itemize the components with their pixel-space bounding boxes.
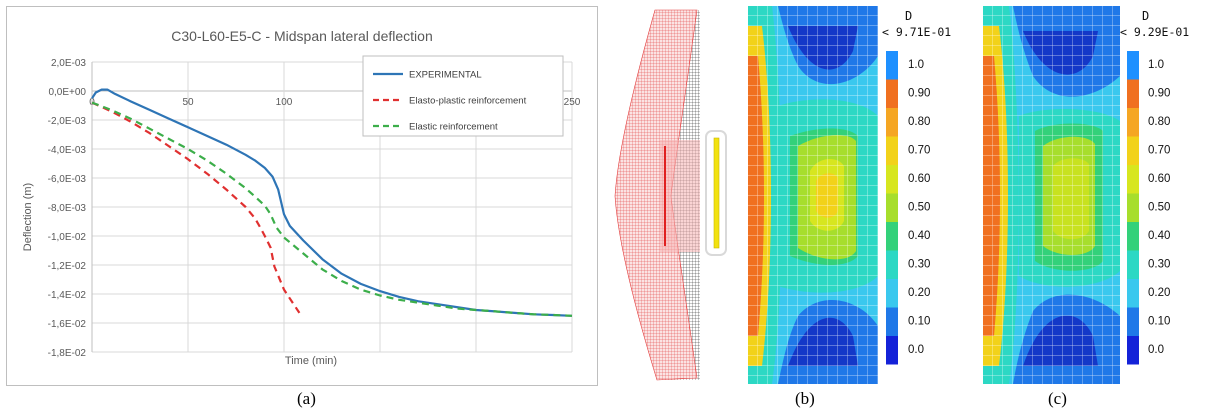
colorbar-level-label: 1.0 bbox=[1148, 59, 1164, 71]
colorbar-swatch bbox=[886, 250, 898, 279]
colorbar-level-label: 0.50 bbox=[1148, 202, 1170, 214]
colorbar-swatch bbox=[886, 165, 898, 194]
deflection-chart: C30-L60-E5-C - Midspan lateral deflectio… bbox=[22, 28, 581, 367]
colorbar-level-label: 0.90 bbox=[1148, 88, 1170, 100]
colorbar-swatch bbox=[1127, 222, 1139, 251]
x-tick-label: 50 bbox=[182, 97, 194, 108]
panel-label-b: (b) bbox=[795, 389, 815, 408]
contour-grid bbox=[748, 6, 878, 384]
y-tick-label: 2,0E-03 bbox=[51, 58, 86, 69]
colorbar-b-labels: 1.0 0.90 0.80 0.70 0.60 0.50 0.40 0.30 0.20 0.10 0… bbox=[908, 59, 930, 356]
series-line bbox=[91, 101, 573, 317]
y-tick-label: -8,0E-03 bbox=[48, 203, 87, 214]
colorbar-level-label: 0.80 bbox=[1148, 116, 1170, 128]
colorbar-swatch bbox=[886, 108, 898, 137]
colorbar-swatch bbox=[1127, 108, 1139, 137]
series-group bbox=[91, 88, 573, 317]
colorbar-b-max: < 9.71E-01 bbox=[882, 25, 951, 39]
colorbar-swatch bbox=[1127, 136, 1139, 165]
colorbar-level-label: 0.90 bbox=[908, 88, 930, 100]
y-tick-label: -2,0E-03 bbox=[48, 116, 87, 127]
colorbar-c-header: D bbox=[1142, 9, 1149, 23]
series-line bbox=[91, 101, 301, 314]
colorbar-swatch bbox=[1127, 336, 1139, 365]
colorbar-swatch bbox=[886, 336, 898, 365]
contour-grid bbox=[983, 6, 1120, 384]
y-axis-label: Deflection (m) bbox=[22, 183, 34, 251]
damage-contour-c bbox=[983, 6, 1120, 384]
y-tick-label: -6,0E-03 bbox=[48, 174, 87, 185]
legend-entry: EXPERIMENTAL bbox=[409, 70, 482, 81]
y-tick-label: -1,4E-02 bbox=[48, 290, 87, 301]
colorbar-swatch bbox=[1127, 165, 1139, 194]
colorbar-swatch bbox=[1127, 250, 1139, 279]
colorbar-swatch bbox=[886, 193, 898, 222]
colorbar-level-label: 0.20 bbox=[908, 287, 930, 299]
fe-mesh-figure bbox=[614, 9, 700, 381]
colorbar-level-label: 0.30 bbox=[908, 259, 930, 271]
panel-label-a: (a) bbox=[297, 389, 316, 408]
y-tick-label: -1,6E-02 bbox=[48, 319, 87, 330]
x-tick-label: 250 bbox=[564, 97, 581, 108]
colorbar-swatch bbox=[886, 279, 898, 308]
x-tick-label: 100 bbox=[276, 97, 293, 108]
colorbar-swatch bbox=[886, 222, 898, 251]
colorbar-swatch bbox=[886, 307, 898, 336]
legend-entry: Elasto-plastic reinforcement bbox=[409, 96, 527, 107]
colorbar-swatch bbox=[1127, 279, 1139, 308]
colorbar-swatch bbox=[1127, 51, 1139, 80]
colorbar-c-max: < 9.29E-01 bbox=[1120, 25, 1189, 39]
colorbar-c-labels: 1.0 0.90 0.80 0.70 0.60 0.50 0.40 0.30 0.20 0.10 0… bbox=[1148, 59, 1170, 356]
colorbar-swatch bbox=[1127, 307, 1139, 336]
colorbar-b-header: D bbox=[905, 9, 912, 23]
colorbar-level-label: 0.40 bbox=[908, 230, 930, 242]
colorbar-level-label: 0.20 bbox=[1148, 287, 1170, 299]
legend-box bbox=[362, 55, 564, 137]
reinforcement-bar bbox=[713, 137, 720, 249]
y-tick-label: 0,0E+00 bbox=[48, 87, 86, 98]
colorbar-level-label: 0.10 bbox=[1148, 316, 1170, 328]
colorbar-level-label: 0.0 bbox=[1148, 344, 1164, 356]
damage-contour-b bbox=[748, 6, 878, 384]
legend: EXPERIMENTAL Elasto-plastic reinforcement… bbox=[362, 55, 564, 137]
colorbar-level-label: 0.30 bbox=[1148, 259, 1170, 271]
colorbar-level-label: 0.60 bbox=[908, 173, 930, 185]
colorbar-b: D < 9.71E-01 1.0 0.90 0.80 0.70 0.60 0.50 0.40… bbox=[882, 9, 951, 365]
colorbar-level-label: 1.0 bbox=[908, 59, 924, 71]
colorbar-level-label: 0.50 bbox=[908, 202, 930, 214]
colorbar-level-label: 0.60 bbox=[1148, 173, 1170, 185]
chart-title: C30-L60-E5-C - Midspan lateral deflectio… bbox=[171, 28, 432, 44]
legend-entry: Elastic reinforcement bbox=[409, 122, 498, 133]
reinforcement-bar-figure bbox=[705, 130, 727, 256]
y-tick-label: -1,8E-02 bbox=[48, 348, 87, 359]
colorbar-swatch bbox=[1127, 193, 1139, 222]
colorbar-level-label: 0.80 bbox=[908, 116, 930, 128]
colorbar-swatch bbox=[886, 136, 898, 165]
colorbar-level-label: 0.40 bbox=[1148, 230, 1170, 242]
y-tick-label: -1,0E-02 bbox=[48, 232, 87, 243]
x-axis-label: Time (min) bbox=[285, 355, 337, 367]
colorbar-swatch bbox=[886, 79, 898, 108]
y-tick-label: -4,0E-03 bbox=[48, 145, 87, 156]
colorbar-level-label: 0.10 bbox=[908, 316, 930, 328]
colorbar-c-swatches bbox=[1127, 51, 1139, 365]
y-tick-label: -1,2E-02 bbox=[48, 261, 87, 272]
colorbar-level-label: 0.70 bbox=[908, 145, 930, 157]
heated-zone bbox=[660, 140, 700, 252]
colorbar-swatch bbox=[886, 51, 898, 80]
chart-frame: C30-L60-E5-C - Midspan lateral deflectio… bbox=[6, 6, 598, 386]
colorbar-swatch bbox=[1127, 79, 1139, 108]
panel-label-c: (c) bbox=[1048, 389, 1067, 408]
colorbar-c: D < 9.29E-01 1.0 0.90 0.80 0.70 0.60 0.50 0.40… bbox=[1120, 9, 1189, 365]
colorbar-level-label: 0.70 bbox=[1148, 145, 1170, 157]
colorbar-b-swatches bbox=[886, 51, 898, 365]
colorbar-level-label: 0.0 bbox=[908, 344, 924, 356]
